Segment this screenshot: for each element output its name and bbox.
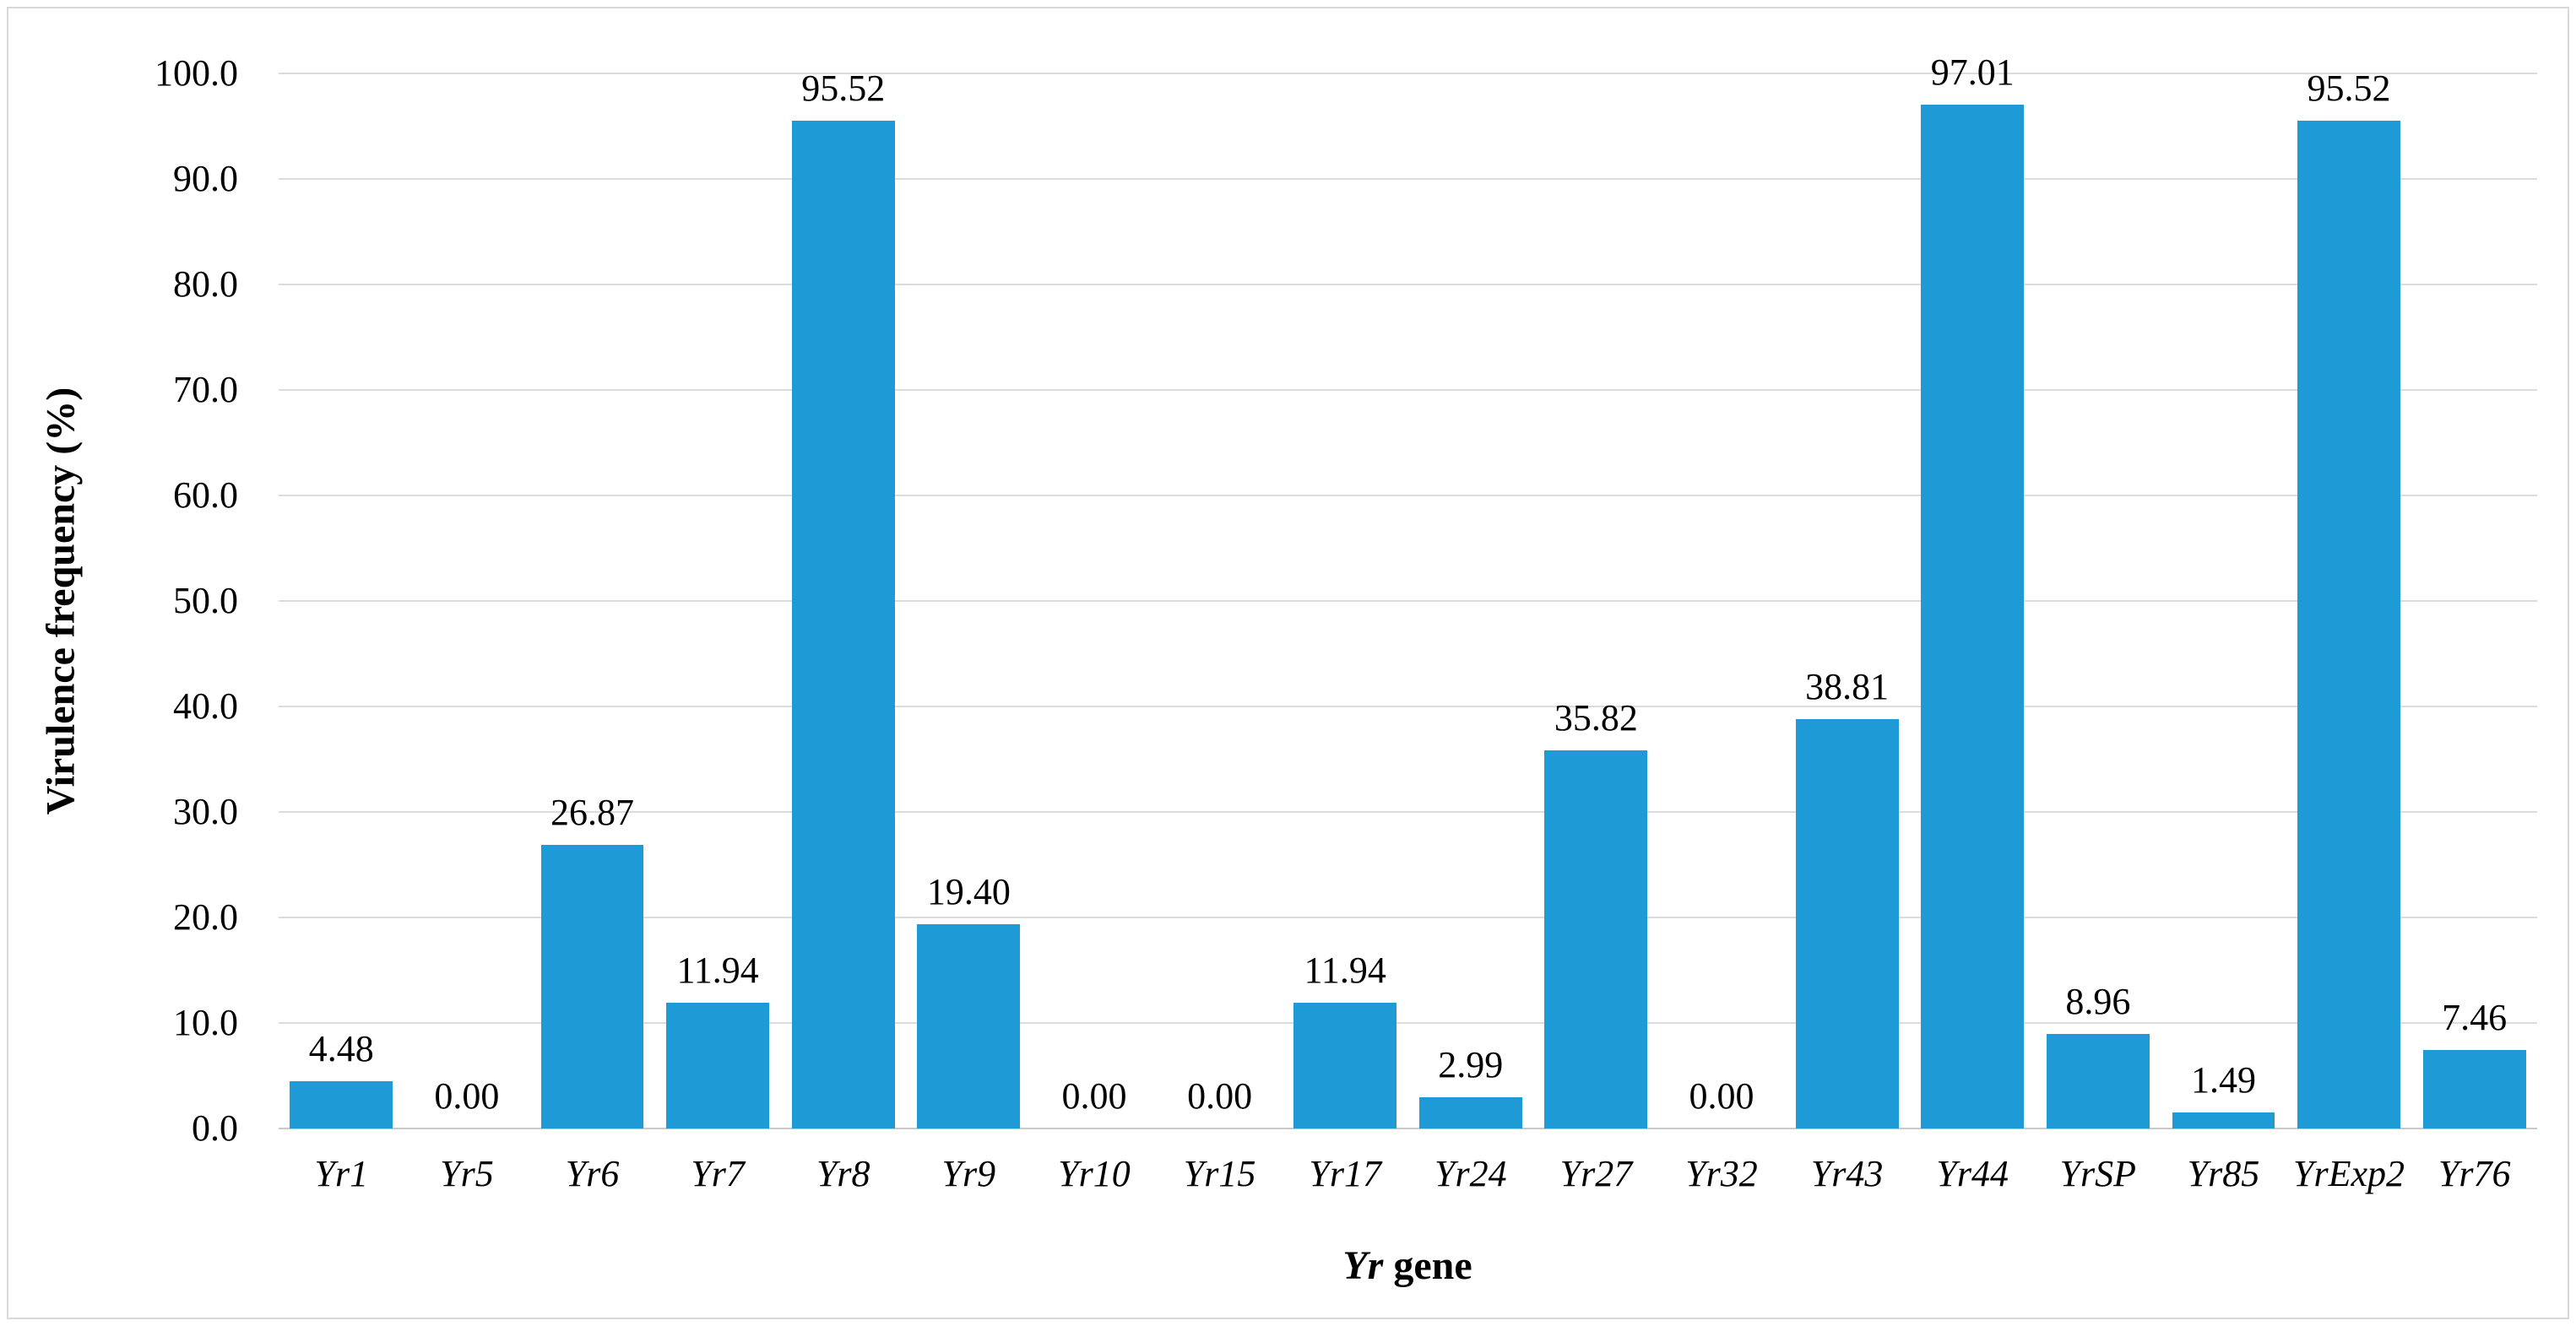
bar-yr17 (1293, 1002, 1397, 1128)
gridline (279, 811, 2537, 813)
bar-value-label: 0.00 (1689, 1075, 1754, 1117)
bar-slot-yr32: 0.00 Yr32 (1659, 73, 1785, 1193)
gridline (279, 600, 2537, 602)
y-tick-label: 80.0 (173, 263, 238, 305)
bar-slot-yr1: 4.48 Yr1 (279, 73, 404, 1193)
bar-yr85 (2172, 1112, 2275, 1128)
y-tick-label: 90.0 (173, 158, 238, 199)
gridline (279, 495, 2537, 496)
bar-slot-yr6: 26.87 Yr6 (529, 73, 655, 1193)
bar-yr8 (791, 121, 895, 1128)
gridline (279, 389, 2537, 391)
x-tick-label: Yr27 (1559, 1153, 1633, 1194)
bar-value-label: 95.52 (801, 68, 886, 109)
bar-yr7 (666, 1002, 770, 1128)
bar-value-label: 4.48 (308, 1028, 374, 1069)
gridline (279, 706, 2537, 707)
bar-yr27 (1544, 750, 1648, 1128)
bar-slot-yr15: 0.00 Yr15 (1157, 73, 1283, 1193)
x-tick-label: Yr43 (1810, 1153, 1884, 1194)
y-tick-label: 10.0 (173, 1002, 238, 1043)
bar-value-label: 38.81 (1805, 665, 1890, 707)
x-axis-title-gene-symbol: Yr (1342, 1243, 1384, 1288)
bar-value-label: 0.00 (1061, 1075, 1127, 1117)
y-tick-label: 30.0 (173, 791, 238, 832)
bar-value-label: 26.87 (550, 792, 635, 834)
gridline (279, 1022, 2537, 1024)
x-tick-label: Yr17 (1309, 1153, 1381, 1194)
bar-yr6 (540, 845, 644, 1128)
bar-slot-yr17: 11.94 Yr17 (1283, 73, 1408, 1193)
bar-yr76 (2422, 1049, 2526, 1128)
bar-yr44 (1921, 105, 2025, 1128)
bar-slot-yr8: 95.52 Yr8 (780, 68, 906, 1193)
y-tick-label: 50.0 (173, 580, 238, 621)
y-tick-label: 40.0 (173, 685, 238, 727)
x-tick-label: Yr32 (1685, 1153, 1758, 1194)
y-tick-label: 20.0 (173, 896, 238, 938)
y-axis-tick-labels: 0.0 10.0 20.0 30.0 40.0 50.0 60.0 70.0 80.0 90.0 1… (8, 55, 238, 1147)
x-tick-label: YrExp2 (2293, 1153, 2405, 1194)
bar-yr43 (1795, 718, 1899, 1128)
x-axis-line (279, 1128, 2537, 1129)
bar-value-label: 19.40 (926, 870, 1011, 912)
x-axis-title: Yr gene (1342, 1242, 1472, 1289)
x-tick-label: Yr7 (691, 1153, 745, 1194)
bar-slot-yr10: 0.00 Yr10 (1032, 73, 1158, 1193)
x-tick-label: YrSP (2059, 1153, 2137, 1194)
bar-value-label: 11.94 (1304, 949, 1386, 991)
x-tick-label: Yr6 (565, 1153, 620, 1194)
bar-slot-yr7: 11.94 Yr7 (655, 73, 781, 1193)
x-tick-label: Yr10 (1058, 1153, 1131, 1194)
bar-value-label: 95.52 (2307, 68, 2391, 109)
bar-slot-yr85: 1.49 Yr85 (2161, 73, 2286, 1193)
bar-value-label: 1.49 (2190, 1059, 2256, 1101)
bar-slot-yr76: 7.46 Yr76 (2411, 73, 2537, 1193)
bar-value-label: 2.99 (1438, 1043, 1504, 1085)
x-axis-title-rest: gene (1383, 1243, 1472, 1288)
bar-series: 4.48 Yr1 0.00 Yr5 26.87 Yr6 11.94 Yr7 95.52 Yr8 19… (279, 54, 2537, 1193)
bar-yr1 (290, 1081, 393, 1128)
bar-slot-yr9: 19.40 Yr9 (906, 73, 1032, 1193)
bar-yr24 (1418, 1096, 1522, 1128)
bar-slot-yrsp: 8.96 YrSP (2036, 73, 2161, 1193)
y-tick-label: 60.0 (173, 474, 238, 516)
y-tick-label: 70.0 (173, 369, 238, 410)
bar-value-label: 35.82 (1554, 697, 1638, 739)
bar-slot-yr43: 38.81 Yr43 (1784, 73, 1910, 1193)
x-tick-label: Yr1 (314, 1153, 369, 1194)
x-tick-label: Yr9 (941, 1153, 996, 1194)
bar-slot-yr5: 0.00 Yr5 (404, 73, 530, 1193)
bar-value-label: 97.01 (1930, 51, 2015, 94)
bar-value-label: 8.96 (2065, 981, 2131, 1023)
bar-slot-yr44: 97.01 Yr44 (1910, 54, 2036, 1193)
bar-yr9 (917, 923, 1021, 1128)
bar-value-label: 0.00 (434, 1075, 500, 1117)
x-tick-label: Yr76 (2438, 1153, 2511, 1194)
gridline (279, 73, 2537, 74)
x-tick-label: Yr8 (816, 1153, 870, 1194)
bar-slot-yr27: 35.82 Yr27 (1533, 73, 1659, 1193)
y-tick-label: 100.0 (155, 52, 238, 94)
gridline (279, 917, 2537, 918)
bar-value-label: 11.94 (676, 949, 759, 991)
gridline (279, 178, 2537, 180)
x-tick-label: Yr85 (2187, 1153, 2260, 1194)
bar-slot-yr24: 2.99 Yr24 (1407, 73, 1533, 1193)
bar-value-label: 0.00 (1187, 1075, 1253, 1117)
bar-slot-yrexp2: 95.52 YrExp2 (2286, 68, 2412, 1193)
bar-value-label: 7.46 (2442, 996, 2508, 1038)
x-tick-label: Yr44 (1936, 1153, 2009, 1194)
gridline (279, 284, 2537, 285)
plot-area: 4.48 Yr1 0.00 Yr5 26.87 Yr6 11.94 Yr7 95.52 Yr8 19… (279, 54, 2537, 1193)
chart-figure: Virulence frequency (%) 0.0 10.0 20.0 30.0 4… (7, 7, 2569, 1319)
x-tick-label: Yr15 (1183, 1153, 1256, 1194)
y-tick-label: 0.0 (192, 1107, 238, 1149)
x-tick-label: Yr24 (1434, 1153, 1507, 1194)
bar-yrexp2 (2297, 121, 2400, 1128)
bar-yrsp (2046, 1034, 2150, 1128)
x-tick-label: Yr5 (440, 1153, 494, 1194)
